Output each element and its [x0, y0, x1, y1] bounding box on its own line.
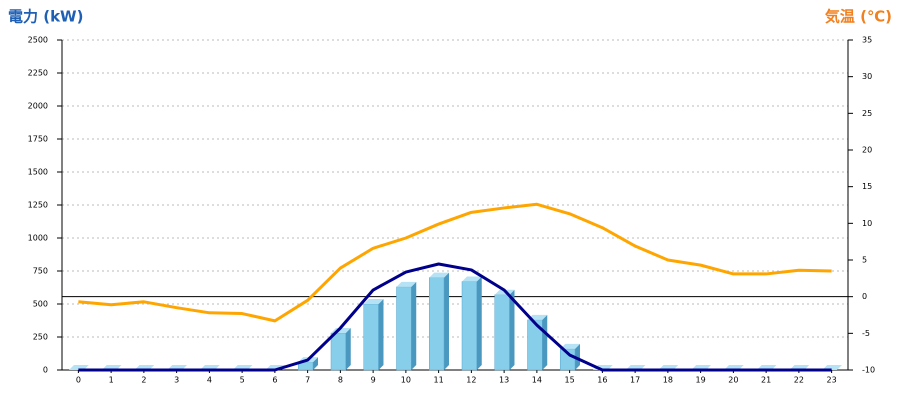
- x-tick-label: 17: [630, 376, 640, 385]
- x-tick-label: 20: [728, 376, 738, 385]
- y2-tick-label: 25: [862, 109, 872, 118]
- line-series: [78, 262, 832, 372]
- x-tick-label: 9: [371, 376, 376, 385]
- x-tick-label: 23: [827, 376, 837, 385]
- y-tick-label: 2500: [28, 36, 48, 45]
- bar-top: [560, 343, 580, 349]
- line-series: [78, 202, 832, 323]
- y2-tick-label: -10: [862, 366, 875, 375]
- y2-tick-label: 20: [862, 146, 872, 155]
- x-tick-label: 1: [109, 376, 114, 385]
- y-tick-label: 1000: [28, 234, 48, 243]
- bar: [429, 277, 445, 371]
- x-tick-label: 4: [207, 376, 212, 385]
- bar: [330, 332, 346, 371]
- y-tick-label: 1500: [28, 168, 48, 177]
- x-tick-label: 12: [466, 376, 476, 385]
- bar-top: [363, 299, 384, 304]
- x-tick-label: 2: [141, 376, 146, 385]
- x-tick-label: 8: [338, 376, 343, 385]
- bar-side: [411, 281, 417, 370]
- x-tick-label: 0: [76, 376, 81, 385]
- y-tick-label: 0: [43, 366, 48, 375]
- bar-top: [429, 272, 449, 278]
- bar-side: [312, 357, 318, 370]
- x-tick-label: 18: [663, 376, 673, 385]
- bar-top: [396, 281, 417, 287]
- y-tick-label: 750: [33, 267, 48, 276]
- y2-tick-label: 30: [862, 72, 872, 81]
- y-axis-title: 電力 (kW): [8, 8, 83, 26]
- x-tick-label: 10: [401, 376, 411, 385]
- bar: [363, 303, 379, 371]
- bar-side: [443, 272, 449, 370]
- x-tick-label: 6: [272, 376, 277, 385]
- y2-axis-title: 気温 (℃): [825, 8, 892, 26]
- y-tick-label: 1750: [28, 135, 48, 144]
- x-tick-label: 14: [532, 376, 542, 385]
- y2-tick-label: 0: [862, 292, 867, 301]
- bar-side: [378, 299, 384, 370]
- x-tick-label: 5: [240, 376, 245, 385]
- x-tick-label: 7: [305, 376, 310, 385]
- bar-side: [345, 328, 351, 370]
- y2-tick-label: 15: [862, 182, 872, 191]
- bar: [461, 281, 477, 371]
- bar-top: [462, 276, 482, 282]
- x-tick-label: 3: [174, 376, 179, 385]
- x-tick-label: 21: [761, 376, 771, 385]
- y-tick-label: 1250: [28, 201, 48, 210]
- y-tick-label: 2000: [28, 102, 48, 111]
- bar-side: [476, 276, 482, 370]
- bar-side: [542, 314, 548, 370]
- x-tick-label: 11: [434, 376, 444, 385]
- bar-side: [509, 289, 515, 370]
- y2-tick-label: -5: [862, 329, 870, 338]
- y2-tick-label: 35: [862, 36, 872, 45]
- y2-tick-label: 5: [862, 256, 867, 265]
- bar: [396, 286, 412, 371]
- x-tick-label: 15: [565, 376, 575, 385]
- x-tick-label: 16: [597, 376, 607, 385]
- y-tick-label: 250: [33, 333, 48, 342]
- x-tick-label: 19: [696, 376, 706, 385]
- y-tick-label: 2250: [28, 69, 48, 78]
- bar: [494, 294, 510, 371]
- x-tick-label: 22: [794, 376, 804, 385]
- y-tick-label: 500: [33, 300, 48, 309]
- y2-tick-label: 10: [862, 219, 872, 228]
- x-tick-label: 13: [499, 376, 509, 385]
